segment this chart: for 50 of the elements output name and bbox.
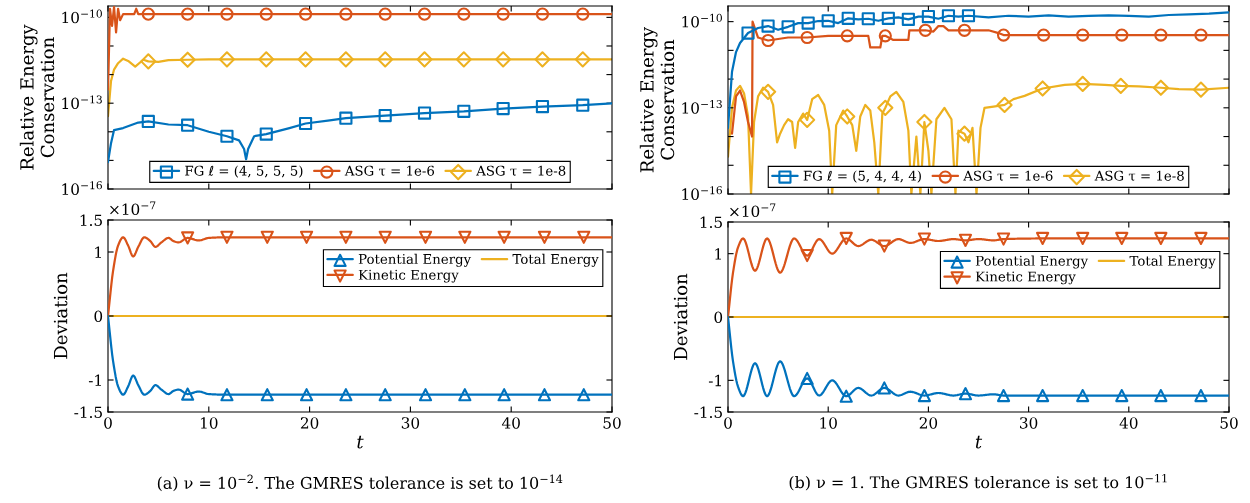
- legend-label: Total Energy: [512, 253, 599, 267]
- x-tick-label: 20: [300, 417, 319, 429]
- legend-label: FG ℓ = (4, 5, 5, 5): [185, 165, 303, 178]
- x-tick-label: 30: [401, 417, 420, 429]
- y-tick-label: -1: [708, 374, 721, 387]
- x-tick-label: 40: [501, 417, 520, 429]
- x-tick-label: 50: [603, 417, 621, 429]
- y-axis-title: Relative Energy Conservation: [19, 24, 55, 170]
- x-tick-label: 0: [724, 417, 732, 429]
- legend-label: Total Energy: [1129, 255, 1216, 269]
- text: (a) ν = 10$^{−2}$. The GMRES tolerance is set to 10$^{−14}$: [157, 474, 563, 492]
- legend-label: FG ℓ = (5, 4, 4, 4): [803, 170, 921, 183]
- x-tick-label: 20: [919, 417, 938, 429]
- y-tick-label: -1.5: [694, 406, 722, 419]
- legend-label: ASG τ = 1e-8: [476, 165, 566, 176]
- y-tick-label: 10$^{−16}$: [62, 181, 102, 195]
- y-axis-title: Deviation: [53, 272, 68, 359]
- y-tick-label: 1.5: [80, 214, 102, 227]
- x-tick-label: 10: [820, 417, 837, 429]
- text: ×10$^{−7}$: [110, 201, 156, 216]
- x-axis-title: t: [357, 435, 364, 449]
- y-tick-label: 10$^{−13}$: [62, 95, 102, 110]
- text: (b) ν = 1. The GMRES tolerance is set to 10$^{−11}$: [789, 473, 1167, 491]
- legend-label: Potential Energy: [358, 253, 472, 267]
- x-tick-label: 50: [1220, 417, 1238, 429]
- y-tick-label: -1.5: [74, 406, 102, 419]
- legend-label: Kinetic Energy: [975, 271, 1076, 285]
- x-axis-title: t: [975, 435, 983, 449]
- legend-label: ASG τ = 1e-6: [344, 165, 435, 176]
- y-tick-label: 10$^{−10}$: [62, 9, 102, 24]
- y-axis-title: Relative Energy Conservation: [639, 26, 675, 173]
- legend-label: Potential Energy: [975, 255, 1089, 269]
- text: ×10$^{−7}$: [730, 203, 776, 218]
- y-tick-label: 1: [95, 246, 101, 258]
- y-tick-label: 0: [94, 310, 103, 323]
- y-tick-label: 10$^{−10}$: [682, 13, 722, 28]
- x-tick-label: 40: [1119, 417, 1138, 429]
- x-tick-label: 0: [104, 417, 112, 429]
- y-tick-label: 0: [714, 311, 723, 324]
- legend-label: ASG τ = 1e-6: [963, 170, 1053, 181]
- y-tick-label: -1: [88, 374, 101, 386]
- x-tick-label: 10: [200, 417, 218, 429]
- legend-label: ASG τ = 1e-8: [1094, 170, 1184, 181]
- y-tick-label: 10$^{−16}$: [682, 186, 722, 200]
- y-tick-label: 1: [715, 248, 721, 260]
- y-tick-label: 1.5: [700, 216, 722, 229]
- legend-label: Kinetic Energy: [358, 269, 459, 283]
- y-tick-label: 10$^{−13}$: [682, 100, 722, 114]
- x-tick-label: 30: [1020, 417, 1038, 429]
- y-axis-title: Deviation: [673, 273, 688, 360]
